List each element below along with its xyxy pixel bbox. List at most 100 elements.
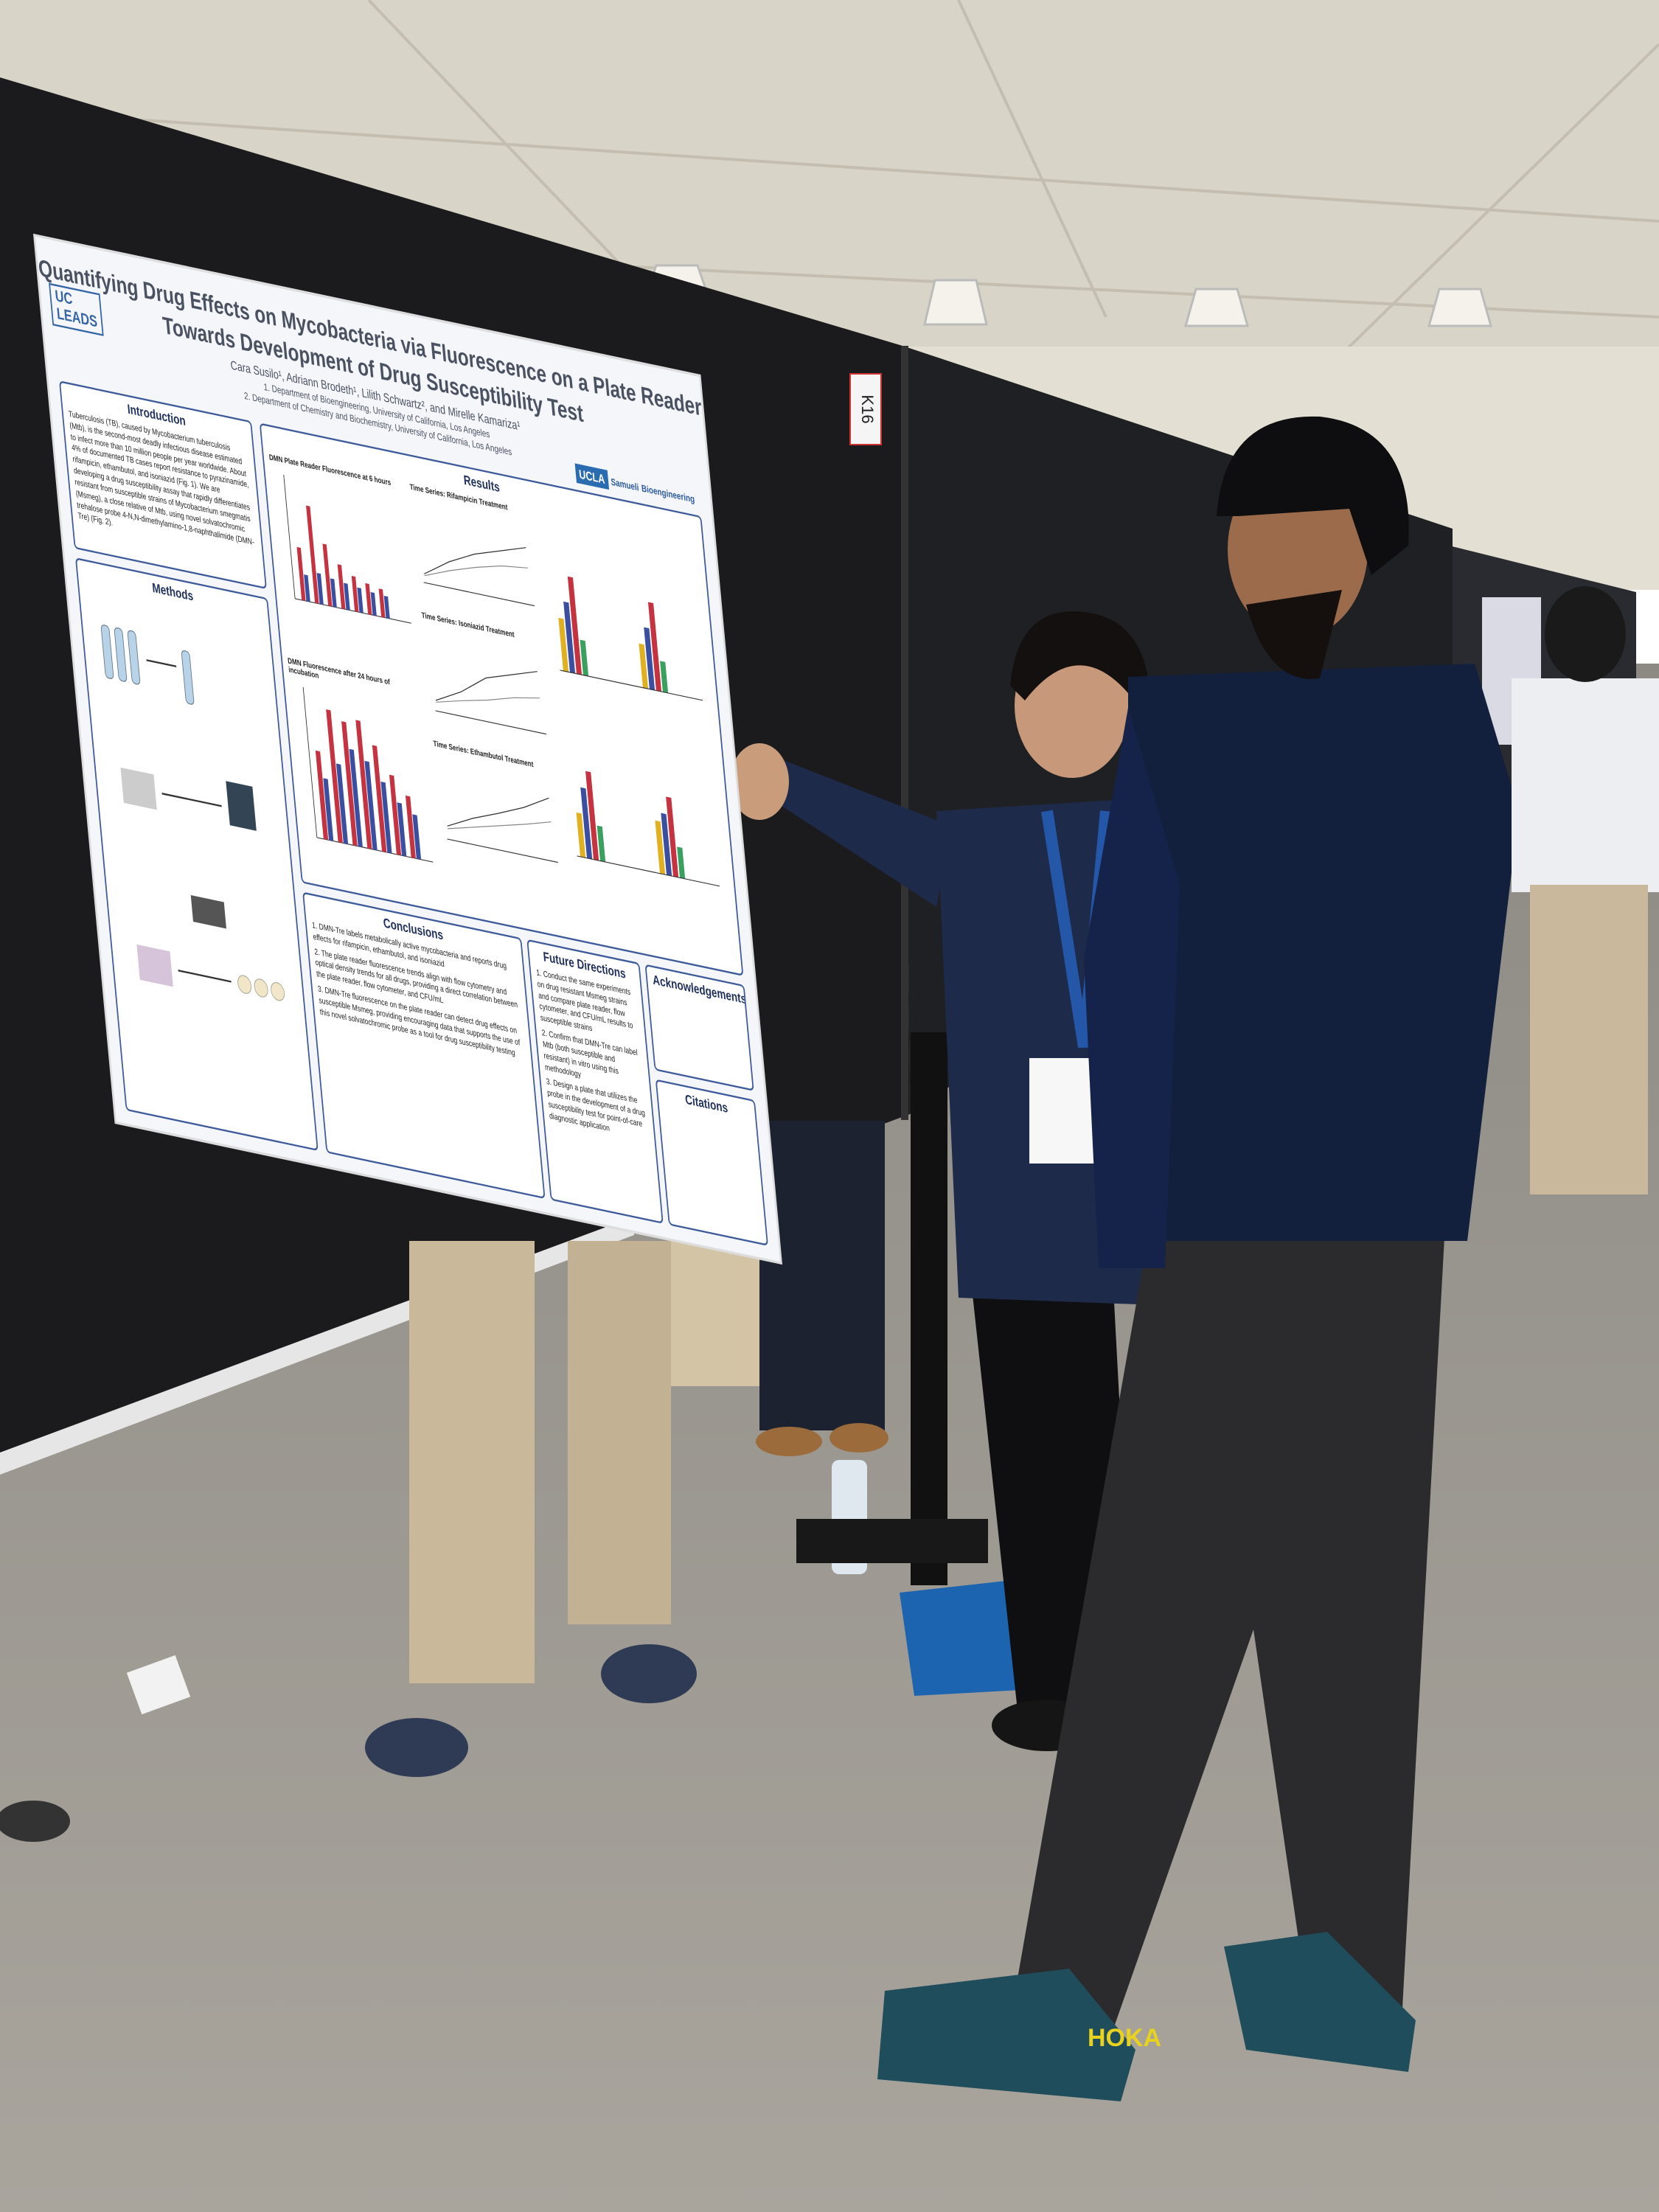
bars bbox=[296, 505, 386, 618]
introduction-box: Introduction Tuberculosis (TB), caused b… bbox=[59, 380, 267, 590]
shoe bbox=[830, 1423, 888, 1453]
bar bbox=[370, 591, 377, 616]
bar bbox=[304, 574, 310, 602]
bar bbox=[563, 601, 576, 674]
trace bbox=[435, 671, 538, 701]
citations-box: Citations bbox=[655, 1079, 768, 1246]
methods-box: Methods bbox=[75, 557, 319, 1152]
axis bbox=[302, 686, 318, 838]
trace bbox=[424, 547, 526, 574]
bar bbox=[372, 745, 387, 852]
instrument bbox=[226, 781, 257, 831]
bar bbox=[405, 795, 416, 859]
bar bbox=[355, 720, 372, 849]
booth-label: K16 bbox=[858, 394, 877, 423]
bar bbox=[326, 709, 343, 844]
man-beard bbox=[1246, 590, 1342, 679]
bar bbox=[644, 627, 655, 691]
bar bbox=[337, 564, 346, 610]
trace bbox=[424, 565, 528, 577]
bar bbox=[351, 576, 359, 613]
man-shirt bbox=[1128, 664, 1519, 1241]
shoe bbox=[1224, 1932, 1416, 2072]
bar bbox=[383, 595, 390, 619]
bars bbox=[323, 748, 422, 860]
bar bbox=[380, 782, 392, 854]
results-panel: DMN Plate Reader Fluorescence at 6 hours bbox=[268, 453, 417, 646]
axis bbox=[435, 710, 546, 735]
axis bbox=[283, 474, 296, 599]
trace bbox=[436, 697, 540, 703]
light bbox=[1427, 288, 1492, 327]
shoe bbox=[877, 1969, 1135, 2101]
paper-cup bbox=[126, 1655, 191, 1715]
arrow bbox=[178, 970, 232, 983]
shoe bbox=[0, 1801, 70, 1842]
bar bbox=[558, 617, 569, 672]
trousers bbox=[1530, 885, 1648, 1194]
bar bbox=[567, 576, 582, 675]
acknowledgements-box: Acknowledgements bbox=[644, 964, 754, 1091]
shirt bbox=[1512, 678, 1659, 892]
results-box: Results DMN Plate Reader Fluorescence at… bbox=[259, 422, 744, 976]
bar bbox=[335, 763, 349, 844]
bar bbox=[357, 587, 364, 613]
bar-figure bbox=[283, 474, 411, 624]
ceiling-beam bbox=[367, 0, 665, 311]
plates bbox=[237, 975, 285, 1001]
bar bbox=[412, 814, 422, 860]
man-arm bbox=[1084, 708, 1180, 1268]
woman-hair bbox=[1010, 611, 1165, 796]
future-list: 1. Conduct the same experiments on drug … bbox=[536, 968, 650, 1144]
section-heading: Citations bbox=[684, 1092, 728, 1116]
bar bbox=[585, 771, 599, 861]
axis bbox=[560, 669, 703, 701]
bar-group bbox=[576, 771, 720, 887]
bar bbox=[364, 760, 378, 851]
results-panel: Time Series: Isoniazid Treatment bbox=[421, 611, 551, 748]
line-figure bbox=[447, 797, 558, 863]
logo-text: Bioengineering bbox=[641, 483, 695, 506]
trousers bbox=[409, 1241, 535, 1683]
board-stand bbox=[911, 1032, 947, 1585]
shoe bbox=[756, 1427, 822, 1456]
ceiling-beam bbox=[0, 109, 1659, 223]
line-figure bbox=[435, 671, 546, 735]
bar bbox=[330, 578, 337, 608]
axis bbox=[447, 838, 558, 863]
tubes bbox=[100, 625, 195, 705]
ceiling-beam bbox=[957, 0, 1107, 318]
arrows bbox=[146, 659, 232, 983]
bar bbox=[341, 721, 358, 846]
bar bbox=[661, 813, 672, 877]
ceiling-beam bbox=[1340, 43, 1659, 355]
board-seam bbox=[901, 346, 908, 1120]
bar bbox=[296, 546, 306, 601]
bar bbox=[306, 505, 319, 604]
bar bbox=[580, 639, 589, 677]
head bbox=[1545, 586, 1626, 682]
bar bbox=[316, 572, 324, 605]
shoe-brand: HOKA bbox=[1088, 2024, 1161, 2052]
plate-reader bbox=[136, 944, 173, 987]
bar bbox=[647, 602, 662, 692]
man-hair bbox=[1217, 416, 1409, 575]
future-directions-box: Future Directions 1. Conduct the same ex… bbox=[526, 939, 664, 1224]
bar bbox=[389, 774, 402, 856]
section-heading: Acknowledgements bbox=[652, 972, 748, 1008]
results-panel: DMN Fluorescence after 24 hours of incub… bbox=[288, 656, 439, 885]
axis bbox=[577, 855, 720, 887]
bar bbox=[397, 802, 407, 857]
bar bbox=[580, 787, 593, 860]
shoe bbox=[601, 1644, 697, 1703]
bar bbox=[597, 825, 606, 863]
bars bbox=[315, 709, 416, 859]
ceiling-grid bbox=[0, 0, 1659, 355]
plate bbox=[254, 978, 268, 998]
tube bbox=[114, 627, 128, 682]
man-trousers bbox=[1010, 1224, 1445, 2050]
woman-arm bbox=[767, 759, 951, 907]
trace bbox=[447, 821, 552, 830]
logo-text: Samueli bbox=[610, 476, 640, 494]
